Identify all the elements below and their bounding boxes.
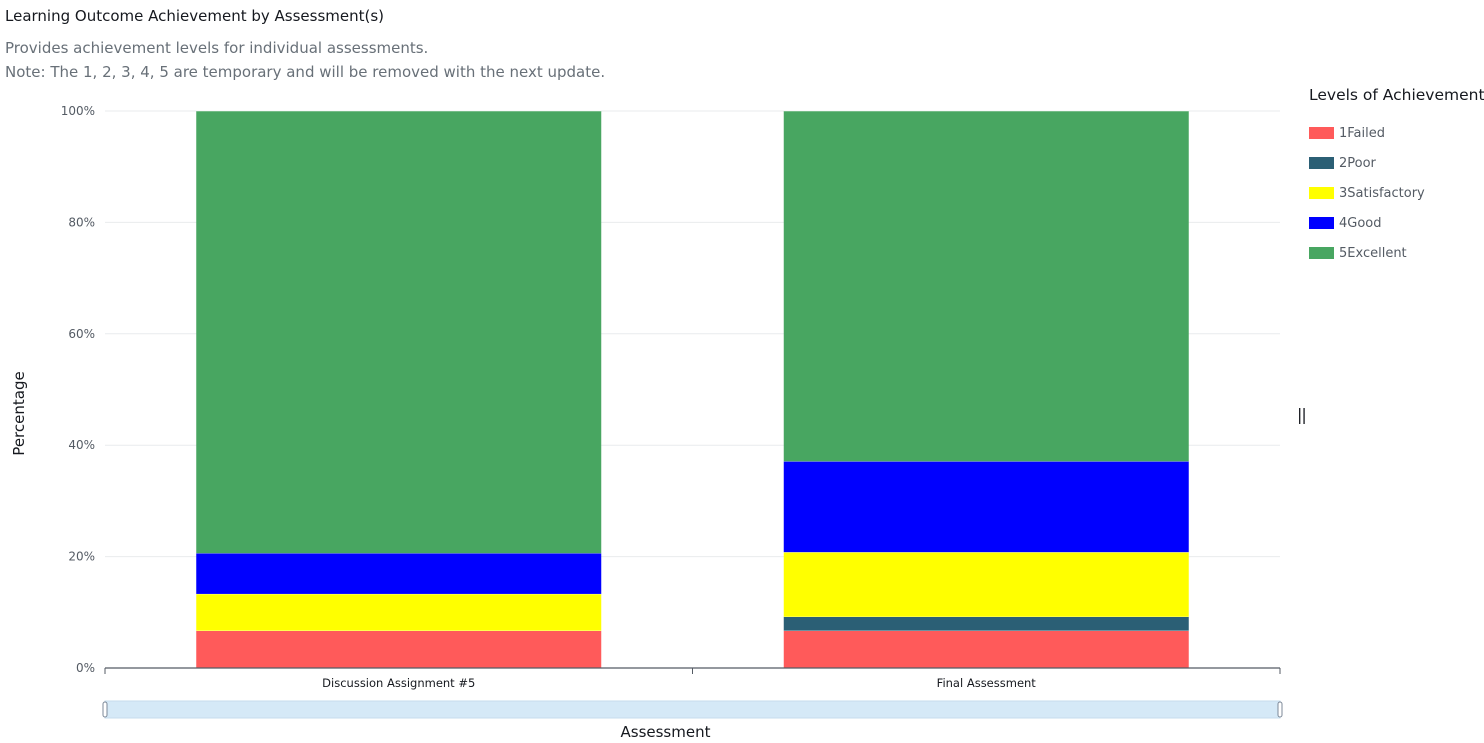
- x-axis-title: Assessment: [621, 723, 711, 741]
- y-tick-label: 80%: [68, 215, 95, 229]
- bar-segment[interactable]: [783, 111, 1189, 462]
- legend-label: 4Good: [1339, 215, 1382, 231]
- x-tick-label: Final Assessment: [937, 676, 1037, 690]
- chart-description: Provides achievement levels for individu…: [5, 39, 429, 57]
- y-tick-label: 40%: [68, 438, 95, 452]
- legend-swatch: [1309, 217, 1334, 229]
- legend-item-failed[interactable]: 1Failed: [1309, 118, 1484, 148]
- y-tick-label: 0%: [76, 661, 95, 675]
- legend-item-good[interactable]: 4Good: [1309, 208, 1484, 238]
- y-tick-label: 20%: [68, 550, 95, 564]
- bar-segment[interactable]: [783, 630, 1189, 668]
- legend-swatch: [1309, 157, 1334, 169]
- chart-note: Note: The 1, 2, 3, 4, 5 are temporary an…: [5, 63, 606, 81]
- chart-title: Learning Outcome Achievement by Assessme…: [5, 7, 385, 25]
- y-tick-label: 60%: [68, 327, 95, 341]
- zoom-scrollbar[interactable]: [104, 700, 1281, 719]
- chart-header: Learning Outcome Achievement by Assessme…: [5, 6, 605, 84]
- bar-segment[interactable]: [196, 630, 602, 668]
- legend-swatch: [1309, 187, 1334, 199]
- legend-item-poor[interactable]: 2Poor: [1309, 148, 1484, 178]
- legend-label: 2Poor: [1339, 155, 1376, 171]
- bar-segment[interactable]: [783, 552, 1189, 617]
- bar-segment[interactable]: [196, 111, 602, 554]
- y-axis-title: Percentage: [10, 371, 28, 455]
- legend-title: Levels of Achievement: [1309, 86, 1484, 104]
- x-tick-label: Discussion Assignment #5: [322, 676, 475, 690]
- legend: Levels of Achievement 1Failed 2Poor 3Sat…: [1309, 86, 1484, 268]
- bar-segment[interactable]: [783, 616, 1189, 631]
- scrollbar-right-handle[interactable]: [1277, 701, 1283, 718]
- bar-segment[interactable]: [196, 593, 602, 631]
- legend-item-satisfactory[interactable]: 3Satisfactory: [1309, 178, 1484, 208]
- bar-segment[interactable]: [783, 461, 1189, 553]
- scrollbar-left-handle[interactable]: [102, 701, 108, 718]
- legend-label: 1Failed: [1339, 125, 1385, 141]
- bar-segment[interactable]: [196, 553, 602, 594]
- legend-swatch: [1309, 247, 1334, 259]
- y-tick-label: 100%: [61, 104, 95, 118]
- legend-label: 3Satisfactory: [1339, 185, 1425, 201]
- legend-swatch: [1309, 127, 1334, 139]
- resize-handle-icon[interactable]: ||: [1297, 405, 1307, 424]
- legend-item-excellent[interactable]: 5Excellent: [1309, 238, 1484, 268]
- legend-label: 5Excellent: [1339, 245, 1407, 261]
